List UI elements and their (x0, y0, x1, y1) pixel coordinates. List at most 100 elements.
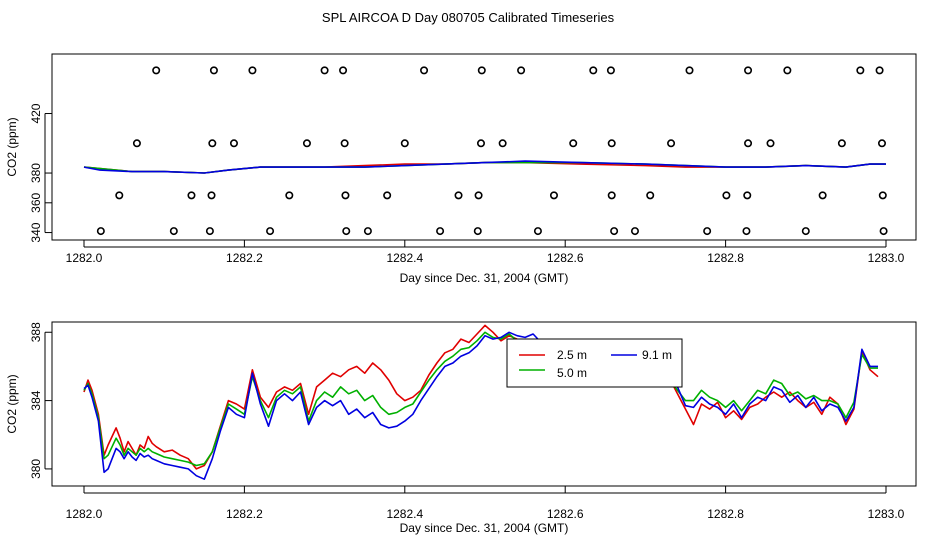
calibration-point (630, 227, 639, 236)
bottom-panel: 1282.0 1282.2 1282.4 1282.6 1282.8 1283.0 380… (5, 321, 917, 535)
top-y-tick-label: 340 (29, 222, 43, 242)
legend-label-5-0m: 5.0 m (557, 366, 587, 380)
bottom-y-tick-label: 388 (29, 322, 43, 342)
calibration-point (646, 191, 655, 200)
calibration-point (285, 191, 294, 200)
bottom-x-tick-label: 1282.6 (547, 507, 584, 521)
bottom-x-tick-label: 1282.2 (226, 507, 263, 521)
calibration-point (187, 191, 196, 200)
bottom-y-tick-label: 384 (29, 390, 43, 410)
calibration-point (209, 66, 218, 75)
bottom-x-tick-label: 1282.0 (66, 507, 103, 521)
calibration-point (569, 139, 578, 148)
calibration-point (229, 139, 238, 148)
bottom-series-2-5-mline (83, 324, 879, 470)
calibration-point (400, 139, 409, 148)
calibration-point (801, 227, 810, 236)
top-x-axis: 1282.0 1282.2 1282.4 1282.6 1282.8 1283.0 (66, 240, 905, 265)
calibration-point (837, 139, 846, 148)
calibration-point (875, 66, 884, 75)
calibration-point (607, 139, 616, 148)
calibration-point (498, 139, 507, 148)
calibration-point (610, 227, 619, 236)
calibration-point (454, 191, 463, 200)
bottom-x-tick-label: 1282.4 (386, 507, 423, 521)
calibration-point (722, 191, 731, 200)
top-series-group (83, 160, 886, 174)
bottom-x-axis-label: Day since Dec. 31, 2004 (GMT) (400, 521, 569, 535)
bottom-legend: 2.5 m 5.0 m 9.1 m (506, 338, 683, 388)
top-calibration-points (96, 66, 888, 236)
calibration-point (533, 227, 542, 236)
calibration-point (879, 227, 888, 236)
top-plot-frame (51, 53, 917, 241)
calibration-point (703, 227, 712, 236)
calibration-point (744, 139, 753, 148)
top-x-axis-label: Day since Dec. 31, 2004 (GMT) (400, 271, 569, 285)
top-y-axis-label: CO2 (ppm) (5, 117, 19, 176)
calibration-point (877, 139, 886, 148)
top-y-tick-label: 360 (29, 192, 43, 212)
calibration-point (589, 66, 598, 75)
top-x-tick-label: 1283.0 (868, 251, 905, 265)
figure-title: SPL AIRCOA D Day 080705 Calibrated Times… (322, 10, 615, 25)
calibration-point (340, 139, 349, 148)
bottom-series-9-1-mline (83, 331, 878, 481)
calibration-point (320, 66, 329, 75)
bottom-x-tick-label: 1282.8 (707, 507, 744, 521)
top-x-tick-label: 1282.4 (386, 251, 423, 265)
calibration-point (420, 66, 429, 75)
calibration-point (208, 139, 217, 148)
bottom-series-group (83, 324, 879, 481)
top-panel: 1282.0 1282.2 1282.4 1282.6 1282.8 1283.0 340… (5, 53, 917, 285)
bottom-y-axis-label: CO2 (ppm) (5, 374, 19, 433)
calibration-point (474, 191, 483, 200)
top-y-tick-label: 380 (29, 163, 43, 183)
top-y-axis: 340 360 380 420 (29, 103, 52, 243)
bottom-y-axis: 380 384 388 (29, 322, 52, 479)
calibration-point (878, 191, 887, 200)
calibration-point (667, 139, 676, 148)
top-y-tick-label: 420 (29, 103, 43, 123)
top-x-tick-label: 1282.0 (66, 251, 103, 265)
calibration-point (132, 139, 141, 148)
calibration-point (363, 227, 372, 236)
calibration-point (607, 191, 616, 200)
calibration-point (339, 66, 348, 75)
bottom-x-tick-label: 1283.0 (868, 507, 905, 521)
calibration-point (517, 66, 526, 75)
legend-box (506, 338, 683, 388)
calibration-point (205, 227, 214, 236)
calibration-point (383, 191, 392, 200)
top-x-tick-label: 1282.6 (547, 251, 584, 265)
calibration-point (169, 227, 178, 236)
bottom-x-axis: 1282.0 1282.2 1282.4 1282.6 1282.8 1283.0 (66, 486, 905, 521)
calibration-point (783, 66, 792, 75)
calibration-point (341, 191, 350, 200)
calibration-point (436, 227, 445, 236)
legend-label-9-1m: 9.1 m (642, 348, 672, 362)
calibration-point (248, 66, 257, 75)
calibration-point (606, 66, 615, 75)
calibration-point (152, 66, 161, 75)
top-series-9-1-mline (83, 160, 886, 174)
calibration-point (766, 139, 775, 148)
bottom-plot-frame (51, 321, 917, 487)
calibration-point (302, 139, 311, 148)
calibration-point (742, 227, 751, 236)
calibration-point (549, 191, 558, 200)
calibration-point (743, 191, 752, 200)
legend-label-2-5m: 2.5 m (557, 348, 587, 362)
calibration-point (856, 66, 865, 75)
calibration-point (115, 191, 124, 200)
bottom-y-tick-label: 380 (29, 459, 43, 479)
calibration-point (266, 227, 275, 236)
calibration-point (342, 227, 351, 236)
calibration-point (685, 66, 694, 75)
calibration-point (96, 227, 105, 236)
calibration-point (476, 139, 485, 148)
top-x-tick-label: 1282.2 (226, 251, 263, 265)
calibration-point (473, 227, 482, 236)
calibration-point (744, 66, 753, 75)
